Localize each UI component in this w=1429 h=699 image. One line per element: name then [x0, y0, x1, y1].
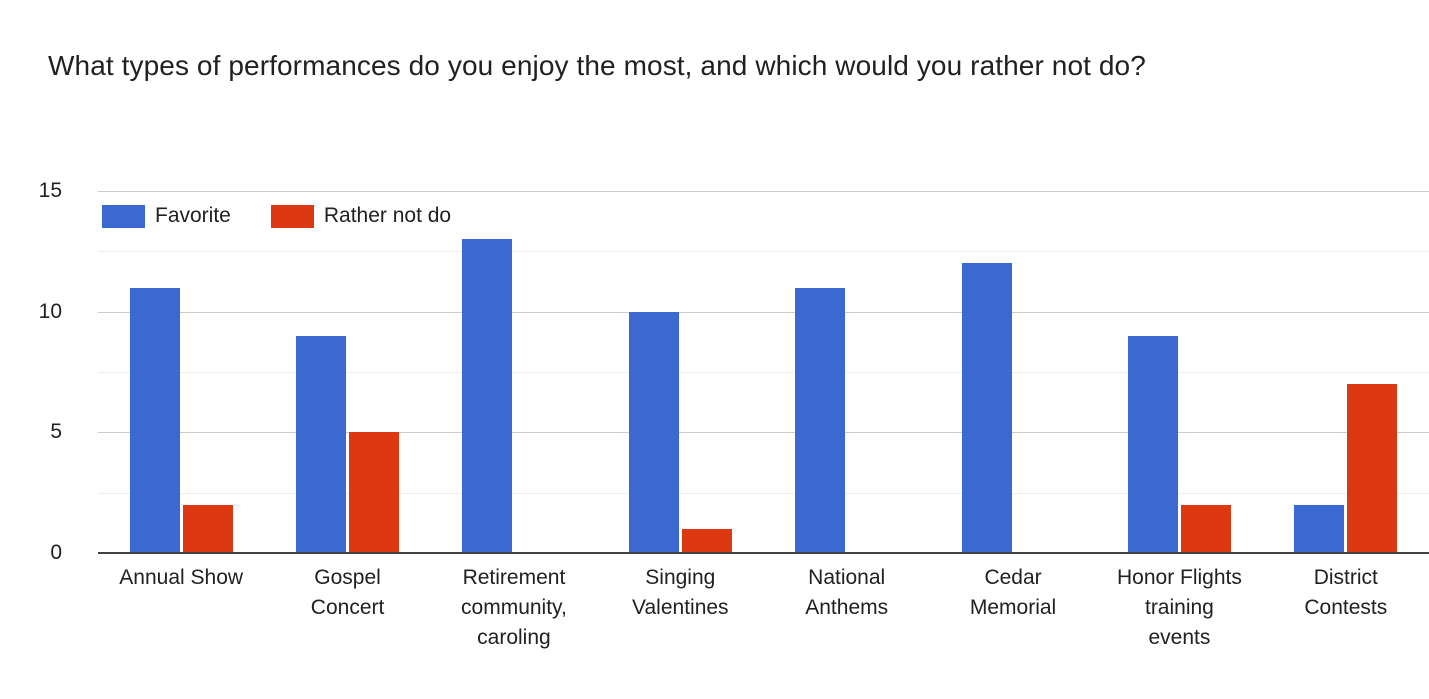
legend-label: Favorite [155, 204, 231, 227]
bar-group-national-anthems [764, 191, 930, 553]
y-tick-label: 0 [50, 541, 62, 564]
legend-swatch-rather-not-do [270, 204, 314, 228]
bar-favorite [462, 239, 513, 553]
bar-rather-not-do [1347, 384, 1398, 553]
bar-rather-not-do [182, 504, 233, 553]
y-tick-label: 10 [38, 299, 62, 323]
bar-group-district-contests [1263, 191, 1429, 553]
bar-chart: 0 5 10 15 Favorite Rather not do [0, 179, 1429, 564]
bar-favorite [961, 263, 1012, 553]
gridline-minor [98, 251, 1429, 253]
plot-area: Favorite Rather not do [98, 191, 1429, 554]
bar-favorite [129, 287, 180, 553]
bar-favorite [296, 335, 347, 553]
gridline-minor [98, 492, 1429, 494]
x-category-label-retirement-community-caroling: Retirement community, caroling [461, 566, 567, 649]
bar-rather-not-do [349, 432, 400, 553]
bar-group-honor-flights-training-events [1096, 191, 1262, 553]
legend-label: Rather not do [323, 204, 452, 227]
legend-swatch-favorite [102, 204, 145, 228]
x-axis-line [98, 552, 1429, 554]
x-category-label-singing-valentines: Singing Valentines [632, 566, 729, 619]
x-category-label-cedar-memorial: Cedar Memorial [969, 566, 1057, 619]
gridline-major [98, 311, 1429, 313]
bar-rather-not-do [681, 528, 732, 553]
bar-favorite [795, 287, 846, 553]
x-category-label-national-anthems: National Anthems [805, 566, 889, 619]
bar-group-singing-valentines [597, 191, 763, 553]
x-category-label-honor-flights-training-events: Honor Flights training events [1116, 566, 1242, 649]
y-tick-label: 5 [50, 420, 62, 444]
legend-item-rather-not-do: Rather not do [270, 204, 452, 228]
x-category-label-gospel-concert: Gospel Concert [310, 566, 385, 619]
gridline-major [98, 191, 1429, 192]
x-category-label-annual-show: Annual Show [119, 566, 244, 589]
gridline-major [98, 432, 1429, 434]
legend-item-favorite: Favorite [102, 204, 231, 228]
y-axis: 0 5 10 15 [0, 179, 98, 564]
bar-rather-not-do [1180, 504, 1231, 553]
bar-favorite [1127, 335, 1178, 553]
bar-group-gospel-concert [264, 191, 430, 553]
bar-group-cedar-memorial [930, 191, 1096, 553]
legend: Favorite Rather not do [102, 204, 451, 228]
x-axis-labels: Annual Show Gospel Concert Retirement comm… [98, 563, 1429, 653]
bar-group-annual-show [98, 191, 264, 553]
gridline-minor [98, 372, 1429, 373]
bar-group-retirement-community-caroling [431, 191, 597, 553]
x-category-label-district-contests: District Contests [1304, 566, 1388, 619]
y-tick-label: 15 [38, 179, 62, 202]
bar-groups [98, 191, 1429, 553]
bar-favorite [1294, 504, 1345, 553]
bar-favorite [628, 311, 679, 553]
chart-title: What types of performances do you enjoy … [48, 50, 1146, 81]
